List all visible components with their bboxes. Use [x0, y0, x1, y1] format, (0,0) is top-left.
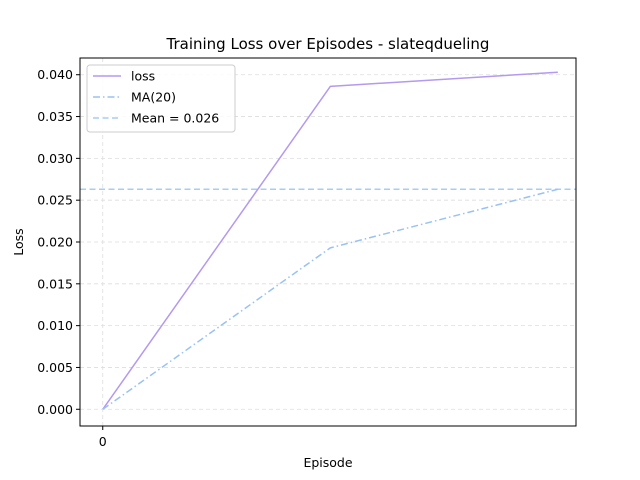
- loss-series-line: [102, 71, 558, 410]
- x-axis-label: Episode: [303, 455, 352, 470]
- x-axis: 0: [99, 426, 107, 449]
- y-axis-label: Loss: [11, 228, 26, 255]
- grid: [80, 58, 576, 426]
- y-tick-label: 0.030: [37, 151, 73, 166]
- legend-label: Mean = 0.026: [131, 111, 219, 126]
- y-tick-label: 0.010: [37, 318, 73, 333]
- y-axis: 0.000 0.005 0.010 0.015 0.020 0.025 0.030 0.035…: [37, 67, 80, 417]
- legend-label: loss: [131, 69, 155, 84]
- legend-label: MA(20): [131, 90, 176, 105]
- y-tick-label: 0.000: [37, 402, 73, 417]
- y-tick-label: 0.040: [37, 67, 73, 82]
- legend: loss MA(20) Mean = 0.026: [86, 64, 236, 133]
- y-tick-label: 0.015: [37, 276, 73, 291]
- y-tick-label: 0.035: [37, 109, 73, 124]
- y-tick-label: 0.020: [37, 235, 73, 250]
- x-tick-label: 0: [99, 434, 107, 449]
- chart-title: Training Loss over Episodes - slateqduel…: [166, 35, 490, 53]
- legend-item-ma: MA(20): [93, 90, 176, 105]
- series-layer: [80, 71, 576, 410]
- ma-series-line: [102, 188, 558, 410]
- y-tick-label: 0.005: [37, 360, 73, 375]
- legend-box: [86, 64, 236, 133]
- legend-item-mean: Mean = 0.026: [93, 111, 219, 126]
- y-tick-label: 0.025: [37, 193, 73, 208]
- legend-item-loss: loss: [93, 69, 155, 84]
